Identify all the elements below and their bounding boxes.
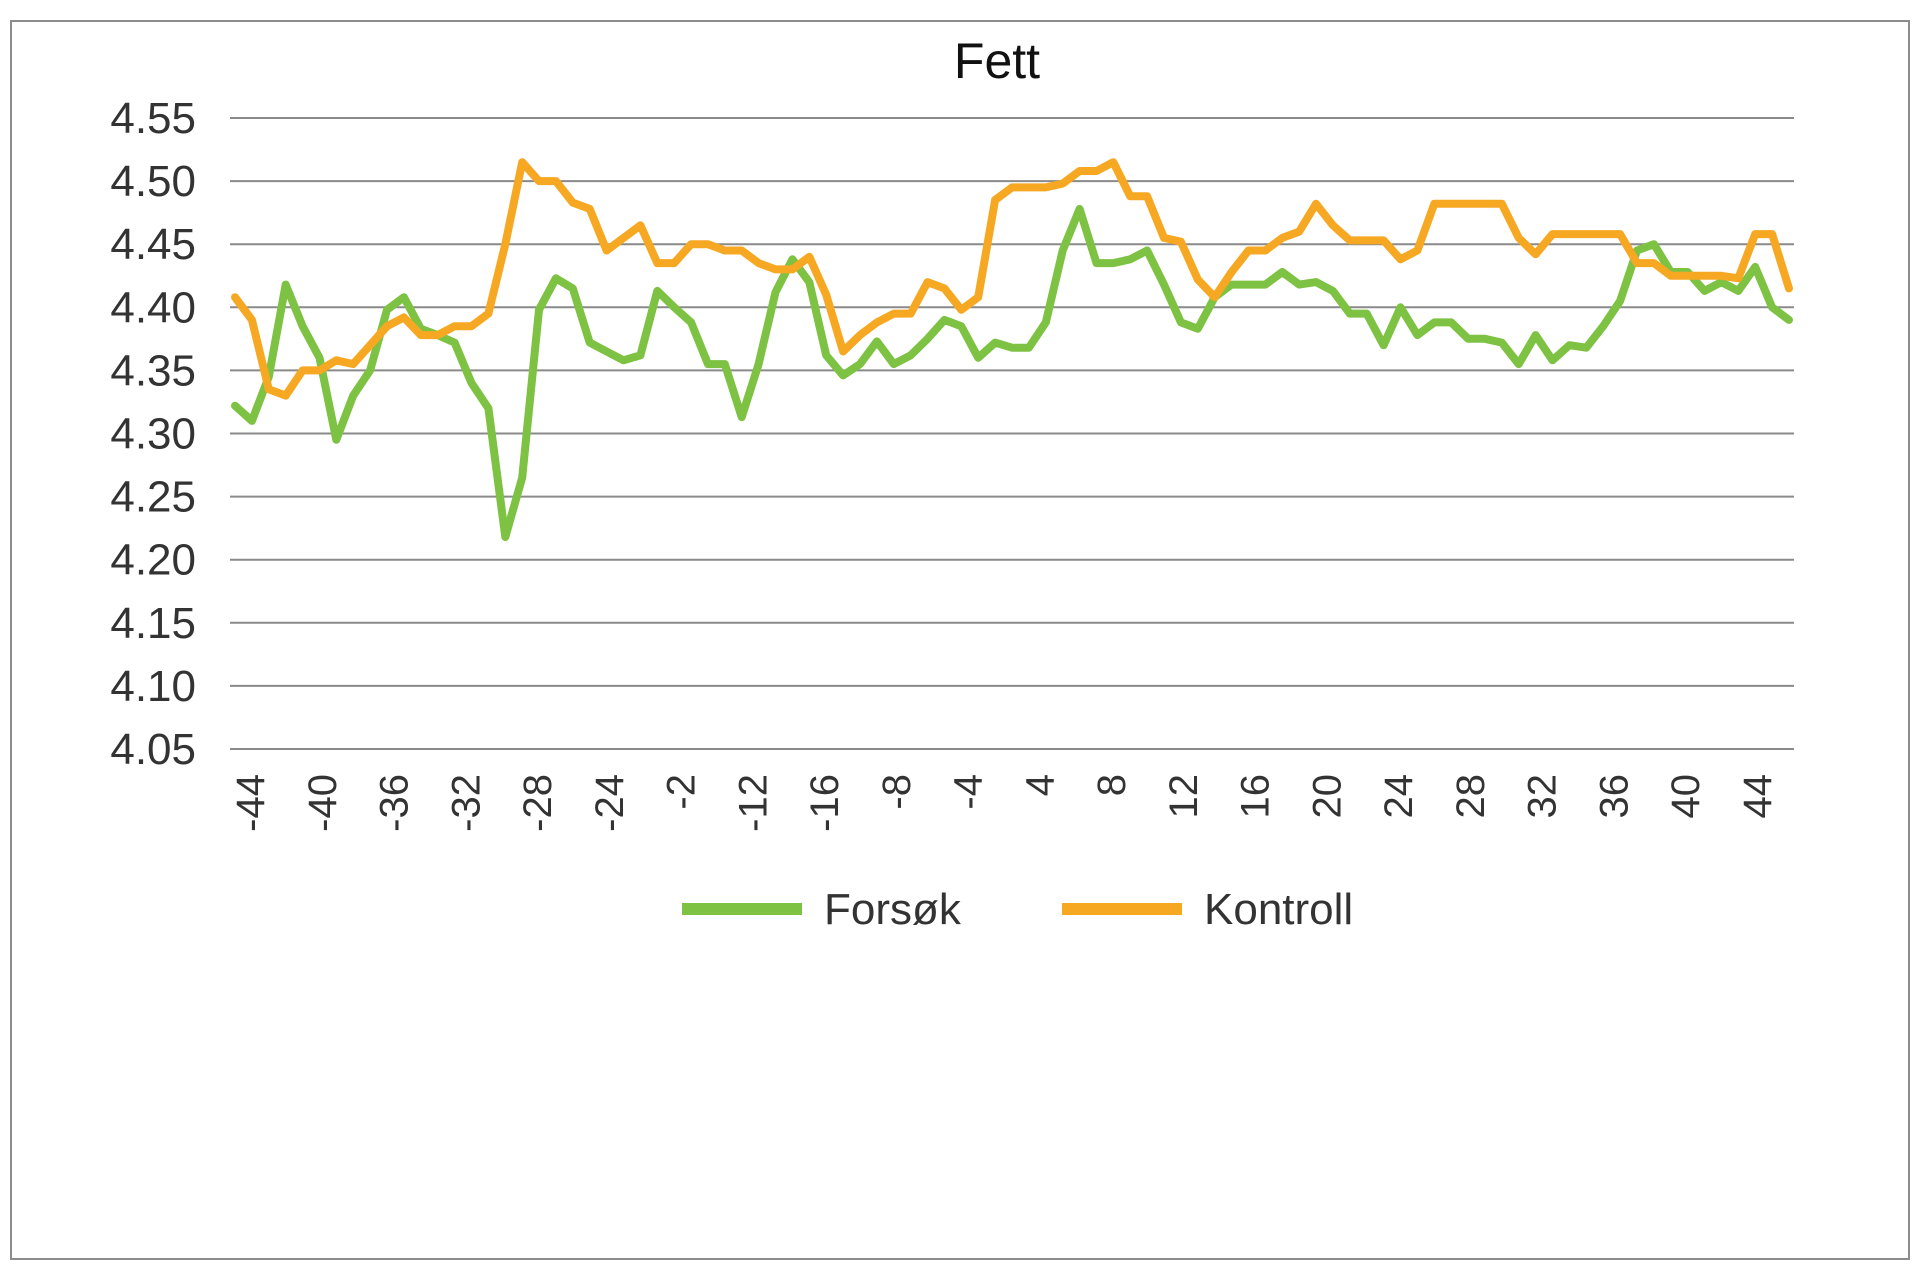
x-tick-label: 36 (1592, 774, 1636, 819)
x-tick-label: -8 (875, 774, 919, 810)
x-tick-label: -16 (803, 774, 847, 832)
x-tick-label: -36 (373, 774, 417, 832)
x-tick-label: -24 (588, 774, 632, 832)
x-tick-label: 20 (1305, 774, 1349, 819)
x-tick-label: 40 (1664, 774, 1708, 819)
x-tick-label: 16 (1234, 774, 1278, 819)
y-tick-label: 4.15 (110, 599, 196, 648)
y-tick-label: 4.40 (110, 283, 196, 332)
y-tick-label: 4.45 (110, 220, 196, 269)
y-tick-label: 4.50 (110, 157, 196, 206)
x-tick-label: 12 (1162, 774, 1206, 819)
x-tick-label: 24 (1377, 774, 1421, 819)
x-tick-label: -44 (229, 774, 273, 832)
chart-frame: Fett 4.55 4.50 4.45 4.40 4.35 4.30 4.25 4.20 4.1… (10, 20, 1910, 1260)
legend-label-forsok: Forsøk (824, 885, 962, 934)
series-line-forsok (231, 204, 1793, 541)
x-tick-label: 4 (1018, 774, 1062, 796)
y-tick-label: 4.35 (110, 346, 196, 395)
x-tick-label: -2 (660, 774, 704, 810)
x-tick-label: -40 (301, 774, 345, 832)
gridlines (230, 117, 1794, 750)
x-tick-label: 32 (1521, 774, 1565, 819)
line-chart: Fett 4.55 4.50 4.45 4.40 4.35 4.30 4.25 4.20 4.1… (110, 33, 1794, 934)
y-tick-label: 4.20 (110, 536, 196, 585)
x-tick-label: -12 (731, 774, 775, 832)
series-lines (231, 158, 1793, 541)
y-tick-label: 4.25 (110, 473, 196, 522)
y-tick-label: 4.10 (110, 662, 196, 711)
y-tick-label: 4.30 (110, 410, 196, 459)
y-axis-tick-labels: 4.55 4.50 4.45 4.40 4.35 4.30 4.25 4.20 4.15 4.10… (110, 94, 196, 774)
x-tick-label: -32 (444, 774, 488, 832)
chart-title: Fett (954, 33, 1040, 89)
x-tick-label: -28 (516, 774, 560, 832)
x-axis-tick-labels: -44 -40 -36 -32 -28 -24 -2 -12 -16 -8 -4 4 8 12 16 20 24… (229, 774, 1780, 832)
x-tick-label: -4 (947, 774, 991, 810)
x-tick-label: 28 (1449, 774, 1493, 819)
legend: Forsøk Kontroll (682, 885, 1353, 934)
y-tick-label: 4.05 (110, 725, 196, 774)
x-tick-label: 44 (1736, 774, 1780, 819)
legend-label-kontroll: Kontroll (1204, 885, 1353, 934)
series-line-kontroll (231, 158, 1793, 400)
y-tick-label: 4.55 (110, 94, 196, 143)
x-tick-label: 8 (1090, 774, 1134, 796)
